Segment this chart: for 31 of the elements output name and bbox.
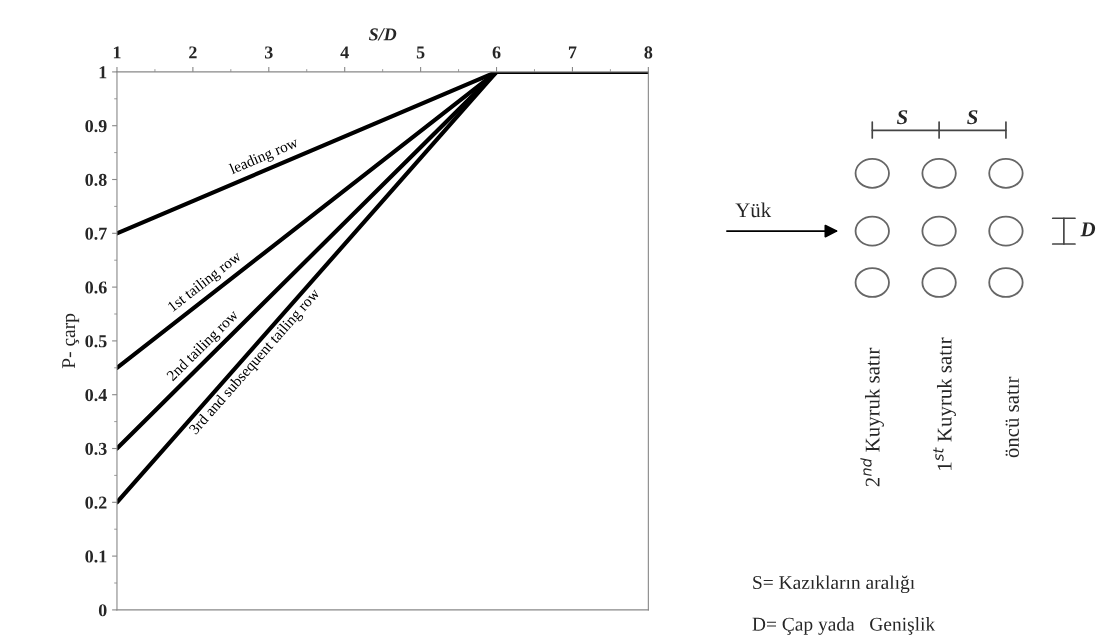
y-tick-label: 0 xyxy=(98,604,107,617)
text: D= Çap yada Genişlik xyxy=(752,617,936,635)
y-tick-label: 0.3 xyxy=(85,442,107,456)
x-tick-label: 4 xyxy=(340,46,349,59)
text: öncü satır xyxy=(1005,376,1019,458)
y-tick-label: 1 xyxy=(99,66,107,79)
text: D xyxy=(1080,222,1096,237)
text: S xyxy=(967,110,978,125)
text: leading row xyxy=(228,136,301,178)
y-axis-title: P- çarp xyxy=(62,313,80,369)
y-tick-label: 0.5 xyxy=(85,335,107,348)
text: S xyxy=(896,110,908,125)
y-tick-label: 0.6 xyxy=(85,281,107,294)
x-tick-label: 2 xyxy=(189,46,197,59)
y-tick-label: 0.1 xyxy=(85,550,107,563)
x-axis-title: S/D xyxy=(368,28,397,41)
y-tick-label: 0.9 xyxy=(85,119,107,133)
text: 2$^{nd}$ Kuyruk satır xyxy=(860,347,884,487)
y-tick-label: 0.8 xyxy=(85,173,107,187)
x-tick-label: 7 xyxy=(568,46,577,59)
x-tick-label: 3 xyxy=(264,46,273,59)
text: 1$^{st}$ Kuyruk satır xyxy=(933,337,956,470)
y-tick-label: 0.7 xyxy=(85,227,107,240)
x-tick-label: 5 xyxy=(416,46,425,59)
x-tick-label: 8 xyxy=(644,46,653,59)
y-tick-label: 0.2 xyxy=(85,496,107,509)
text: Yük xyxy=(735,202,772,218)
x-tick-label: 6 xyxy=(492,46,501,59)
y-tick-label: 0.4 xyxy=(85,388,107,402)
text: S= Kazıkların aralığı xyxy=(753,575,915,594)
x-tick-label: 1 xyxy=(113,46,121,59)
